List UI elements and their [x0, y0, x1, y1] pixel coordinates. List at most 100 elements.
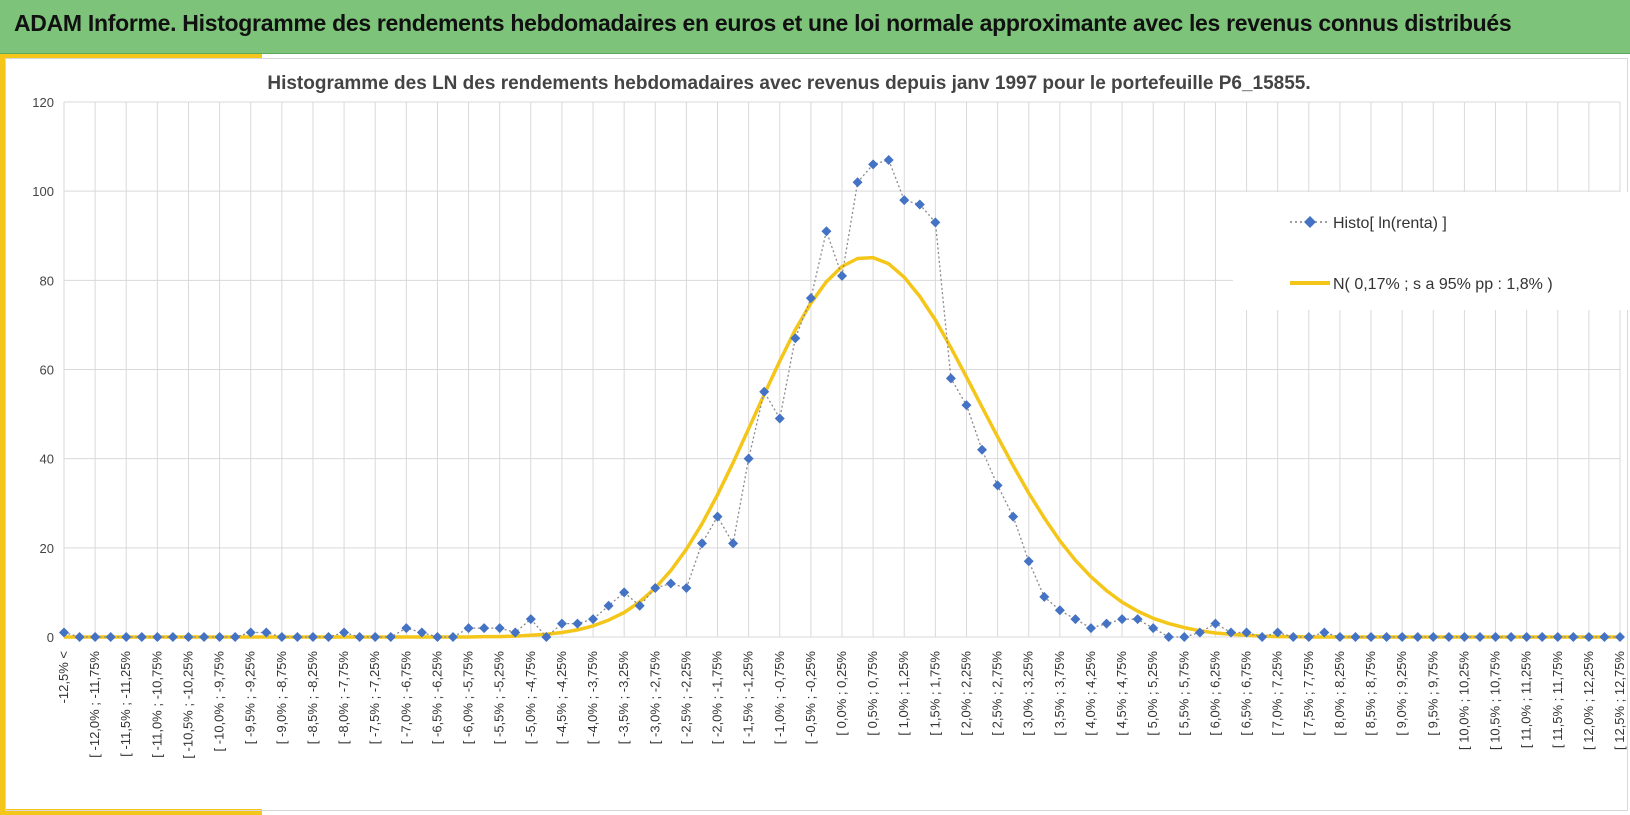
histogram-point — [868, 159, 879, 170]
x-tick-label: [ -4,5% ; -4,25% — [554, 651, 569, 745]
histogram-point — [385, 632, 396, 642]
histogram-point — [1039, 591, 1050, 602]
x-tick-label: [ 12,0% ; 12,25% — [1581, 651, 1596, 750]
histogram-point — [479, 623, 490, 634]
legend-histo-marker — [1304, 216, 1316, 228]
x-tick-label: [ 3,0% ; 3,25% — [1021, 651, 1036, 736]
x-tick-label: [ 8,0% ; 8,25% — [1332, 651, 1347, 736]
histogram-point — [1070, 614, 1081, 625]
histogram-point — [1506, 632, 1517, 642]
x-tick-label: [ -9,5% ; -9,25% — [243, 651, 258, 745]
histogram-point — [494, 623, 505, 634]
x-tick-label: [ 6,5% ; 6,75% — [1239, 651, 1254, 736]
accent-bar-left — [0, 54, 5, 815]
histogram-point — [681, 582, 692, 593]
histogram-point — [1568, 632, 1579, 642]
x-tick-label: [ 8,5% ; 8,75% — [1363, 651, 1378, 736]
histogram-point — [167, 632, 178, 642]
histogram-point — [1163, 632, 1174, 642]
histogram-point — [1615, 632, 1625, 642]
x-tick-label: [ 2,0% ; 2,25% — [958, 651, 973, 736]
histogram-point — [214, 632, 225, 642]
x-tick-label: [ 2,5% ; 2,75% — [990, 651, 1005, 736]
histogram-point — [1257, 632, 1268, 642]
x-tick-label: [ -9,0% ; -8,75% — [274, 651, 289, 745]
x-tick-label: [ -2,5% ; -2,25% — [678, 651, 693, 745]
x-tick-label: [ -10,5% ; -10,25% — [180, 651, 195, 759]
histogram-point — [588, 614, 599, 625]
histogram-point — [339, 627, 350, 638]
histogram-point — [307, 632, 318, 642]
x-tick-label: [ -0,5% ; -0,25% — [803, 651, 818, 745]
histogram-point — [541, 632, 552, 642]
y-axis: 0 20 40 60 80 100 120 — [32, 95, 54, 645]
accent-bar-top — [0, 54, 262, 58]
histogram-point — [1521, 632, 1532, 642]
histogram-point — [90, 632, 101, 642]
x-tick-label: [ 5,5% ; 5,75% — [1176, 651, 1191, 736]
histogram-point — [292, 632, 303, 642]
histogram-point — [1054, 605, 1065, 616]
histogram-point — [323, 632, 334, 642]
histogram-point — [1226, 627, 1236, 638]
histogram-point — [1428, 632, 1439, 642]
histogram-point — [1023, 556, 1034, 567]
x-tick-label: [ 5,0% ; 5,25% — [1145, 651, 1160, 736]
x-tick-label: [ -11,0% ; -10,75% — [149, 651, 164, 758]
histogram-point — [59, 627, 69, 638]
histogram-point — [1179, 632, 1190, 642]
y-tick-label: 0 — [47, 630, 54, 645]
histogram-point — [261, 627, 272, 638]
histogram-point — [665, 578, 676, 589]
histogram-point — [1148, 623, 1159, 634]
histogram-point — [603, 600, 614, 611]
x-tick-label: [ 4,0% ; 4,25% — [1083, 651, 1098, 736]
y-tick-label: 100 — [32, 184, 54, 199]
histogram-point — [619, 587, 630, 598]
x-tick-label: [ -10,0% ; -9,75% — [212, 651, 227, 752]
x-tick-label: [ -4,0% ; -3,75% — [585, 651, 600, 745]
histogram-point — [152, 632, 163, 642]
histogram-point — [74, 632, 85, 642]
x-tick-label: [ -6,0% ; -5,75% — [461, 651, 476, 745]
histogram-point — [1210, 618, 1221, 629]
histogram-point — [1272, 627, 1283, 638]
x-tick-label: [ 1,0% ; 1,25% — [896, 651, 911, 736]
histogram-point — [712, 511, 723, 522]
x-tick-label: [ -2,0% ; -1,75% — [710, 651, 725, 745]
legend-box — [1233, 192, 1628, 310]
histogram-point — [432, 632, 443, 642]
histogram-point — [650, 582, 661, 593]
histogram-point — [759, 386, 770, 397]
histogram-point — [914, 199, 925, 210]
histogram-point — [1583, 632, 1594, 642]
y-tick-label: 80 — [40, 273, 54, 288]
histogram-point — [1366, 632, 1377, 642]
histogram-point — [1459, 632, 1470, 642]
histogram-point — [1552, 632, 1563, 642]
x-tick-label: [ 3,5% ; 3,75% — [1052, 651, 1067, 736]
histogram-point — [837, 270, 847, 281]
chart-legend: Histo[ ln(renta) ] N( 0,17% ; s a 95% pp… — [1233, 192, 1628, 310]
histogram-point — [448, 632, 458, 642]
accent-bar-bottom — [0, 809, 262, 815]
histogram-point — [1474, 632, 1485, 642]
x-tick-label: [ -11,5% ; -11,25% — [118, 651, 133, 757]
histogram-point — [696, 538, 707, 549]
y-tick-label: 40 — [40, 452, 54, 467]
histogram-point — [1008, 511, 1019, 522]
x-tick-label: [ 12,5% ; 12,75% — [1612, 651, 1627, 750]
histogram-point — [728, 538, 739, 549]
report-header: ADAM Informe. Histogramme des rendements… — [0, 0, 1630, 54]
y-tick-label: 120 — [32, 95, 54, 110]
histogram-point — [1288, 632, 1299, 642]
histogram-point — [136, 632, 147, 642]
x-tick-label: [ -7,5% ; -7,25% — [367, 651, 382, 745]
x-tick-label: [ 10,5% ; 10,75% — [1488, 651, 1503, 750]
histogram-point — [852, 177, 863, 188]
histogram-point — [510, 627, 521, 638]
histogram-point — [1241, 627, 1252, 638]
x-tick-label: [ -6,5% ; -6,25% — [429, 651, 444, 745]
histogram-series — [59, 154, 1625, 642]
